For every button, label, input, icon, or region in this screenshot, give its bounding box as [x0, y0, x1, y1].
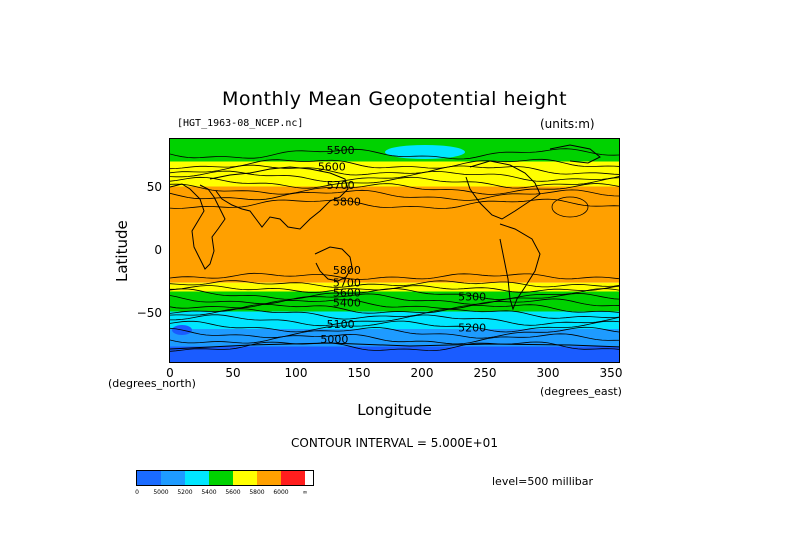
contour-line-0	[170, 148, 619, 160]
contour-line-20	[170, 341, 619, 352]
contour-label-0: 5500	[327, 144, 355, 157]
contour-label-2: 5700	[327, 179, 355, 192]
arctic-low-blob	[385, 145, 465, 159]
colorbar-tick-0: 0	[135, 489, 139, 496]
colorbar-swatch-3	[209, 471, 233, 485]
band-8	[170, 346, 619, 362]
map-title: Monthly Mean Geopotential height	[221, 88, 568, 110]
colorbar-tick-4: 5600	[225, 489, 241, 496]
x-axis-label: Longitude	[357, 401, 432, 419]
level-label: level=500 millibar	[492, 475, 594, 488]
north-america-coast	[465, 160, 541, 220]
eurasia-coast	[209, 166, 349, 230]
africa-coast	[170, 183, 226, 270]
colorbar-tick-2: 5200	[177, 489, 193, 496]
cyan-blob-pacific	[405, 317, 455, 329]
colorbar-swatch-7	[305, 471, 313, 485]
contour-line-8	[170, 272, 619, 280]
contour-line-19	[170, 333, 619, 345]
colorbar-swatch-6	[281, 471, 305, 485]
contour-label-5: 5700	[333, 277, 361, 290]
band-2	[170, 176, 619, 187]
antarctica-coast	[170, 342, 619, 350]
band-1	[170, 161, 619, 177]
x-tick-300: 300	[536, 366, 560, 380]
contour-line-7	[170, 198, 619, 209]
x-tick-0: 0	[166, 366, 174, 380]
colorbar-swatch-0	[137, 471, 161, 485]
contour-lines	[170, 148, 619, 352]
x-tick-250: 250	[473, 366, 497, 380]
greenland-coast	[549, 144, 601, 164]
blue-blob-south	[450, 335, 510, 343]
x-unit-right: (degrees_east)	[540, 385, 622, 398]
contour-label-10: 5200	[458, 322, 486, 335]
x-unit-left: (degrees_north)	[108, 377, 196, 390]
file-label: [HGT_1963-08_NCEP.nc]	[177, 118, 304, 129]
contour-line-15	[170, 308, 619, 320]
contour-label-4: 5800	[333, 264, 361, 277]
band-6	[170, 311, 619, 329]
contour-label-6: 5600	[333, 287, 361, 300]
colorbar-swatch-5	[257, 471, 281, 485]
contour-label-8: 5300	[458, 290, 486, 303]
contour-label-9: 5100	[327, 318, 355, 331]
contour-line-1	[170, 158, 619, 170]
contour-line-12	[170, 293, 619, 305]
colorbar-tick-7: ∞	[302, 489, 308, 496]
atlantic-high-ring	[551, 196, 589, 218]
contour-line-14	[170, 303, 619, 314]
coastlines	[170, 144, 619, 350]
contour-label-7: 5400	[333, 297, 361, 310]
contour-line-4	[170, 176, 619, 189]
x-tick-50: 50	[225, 366, 241, 380]
colorbar-tick-1: 5000	[153, 489, 169, 496]
x-tick-100: 100	[284, 366, 308, 380]
contour-line-18	[170, 326, 619, 339]
colorbar-swatch-2	[185, 471, 209, 485]
contour-label-1: 5600	[318, 160, 346, 173]
contour-line-5	[170, 183, 619, 195]
x-tick-350: 350	[599, 366, 623, 380]
band-7	[170, 329, 619, 347]
colorbar-tick-3: 5400	[201, 489, 217, 496]
contour-line-13	[170, 298, 619, 310]
units-label: (units:m)	[540, 117, 595, 131]
contour-line-11	[170, 288, 619, 300]
colorbar	[136, 470, 314, 486]
contour-line-6	[170, 189, 619, 201]
y-axis-label: Latitude	[113, 220, 131, 282]
contour-label-3: 5800	[333, 195, 361, 208]
contour-line-16	[170, 314, 619, 327]
x-tick-150: 150	[347, 366, 371, 380]
contour-line-2	[170, 164, 619, 176]
contour-interval-label: CONTOUR INTERVAL = 5.000E+01	[291, 436, 498, 450]
south-america-coast	[499, 223, 541, 311]
australia-coast	[314, 246, 353, 282]
y-tick-50: 50	[146, 180, 162, 194]
contour-line-9	[170, 280, 619, 288]
contour-label-11: 5000	[320, 333, 348, 346]
colorbar-tick-6: 6000	[273, 489, 289, 496]
y-tick-minus50: −50	[136, 306, 162, 320]
colorbar-swatch-1	[161, 471, 185, 485]
colorbar-tick-5: 5800	[249, 489, 265, 496]
y-tick-0: 0	[154, 243, 162, 257]
contour-line-17	[170, 320, 619, 333]
color-bands	[170, 139, 619, 362]
band-3	[170, 186, 619, 283]
map-plot: 5500 5600 5700 5800 5800 5700 5600 5400 5300 5100…	[169, 138, 620, 363]
x-tick-200: 200	[410, 366, 434, 380]
colorbar-swatch-4	[233, 471, 257, 485]
band-4	[170, 282, 619, 292]
